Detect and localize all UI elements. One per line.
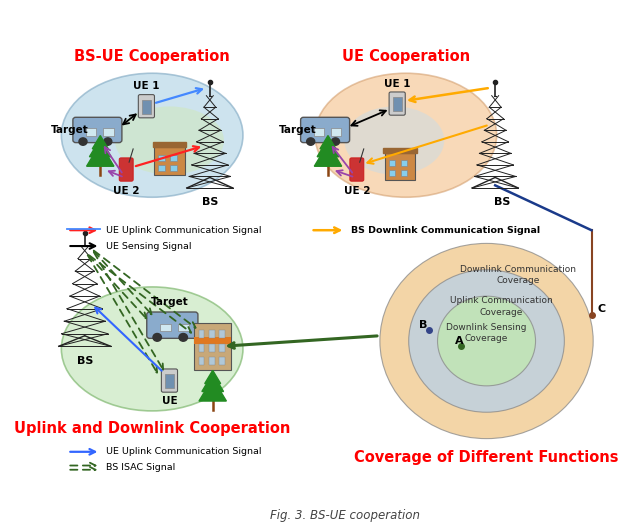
Bar (220, 344, 225, 352)
Text: UE: UE (162, 396, 177, 406)
Polygon shape (317, 139, 339, 157)
Text: BS: BS (77, 356, 93, 366)
Bar (198, 344, 204, 352)
Circle shape (332, 138, 340, 145)
Polygon shape (199, 378, 227, 401)
Polygon shape (314, 143, 342, 166)
Text: Target: Target (150, 297, 188, 307)
Ellipse shape (61, 287, 243, 411)
Text: UE Sensing Signal: UE Sensing Signal (106, 242, 191, 251)
Polygon shape (320, 135, 336, 149)
Polygon shape (153, 142, 186, 147)
FancyBboxPatch shape (147, 312, 198, 339)
Text: Uplink and Downlink Cooperation: Uplink and Downlink Cooperation (14, 422, 291, 436)
Bar (198, 331, 204, 339)
Bar (220, 357, 225, 365)
Circle shape (438, 296, 536, 386)
Bar (158, 165, 165, 171)
Bar (86, 129, 96, 136)
FancyBboxPatch shape (154, 147, 184, 175)
Text: UE 2: UE 2 (344, 186, 370, 196)
FancyBboxPatch shape (138, 95, 154, 118)
Circle shape (179, 333, 188, 341)
Bar (401, 170, 408, 176)
Bar (331, 129, 341, 136)
Circle shape (153, 333, 161, 341)
Bar (220, 331, 225, 339)
Ellipse shape (61, 73, 243, 197)
Text: BS Downlink Communication Signal: BS Downlink Communication Signal (351, 226, 540, 235)
Circle shape (380, 243, 593, 439)
Bar (170, 155, 177, 161)
Bar (314, 129, 324, 136)
Text: Downlink Sensing
Coverage: Downlink Sensing Coverage (446, 323, 527, 343)
FancyBboxPatch shape (301, 117, 349, 143)
Bar (170, 165, 177, 171)
Bar (209, 357, 214, 365)
Bar (158, 155, 165, 161)
Polygon shape (202, 373, 223, 391)
Text: BS-UE Cooperation: BS-UE Cooperation (74, 49, 230, 63)
Circle shape (409, 270, 564, 412)
FancyBboxPatch shape (119, 158, 133, 181)
Polygon shape (383, 148, 417, 152)
Bar (179, 324, 189, 331)
Text: UE 1: UE 1 (384, 79, 410, 89)
Text: UE Cooperation: UE Cooperation (342, 49, 470, 63)
Text: Fig. 3. BS-UE cooperation: Fig. 3. BS-UE cooperation (270, 509, 420, 522)
Text: BS: BS (202, 197, 218, 207)
Text: Coverage of Different Functions: Coverage of Different Functions (355, 450, 619, 465)
Text: Target: Target (279, 125, 317, 135)
Polygon shape (86, 143, 114, 166)
Bar (165, 374, 174, 388)
Bar (401, 160, 408, 166)
Ellipse shape (115, 106, 224, 175)
Text: Uplink Communication
Coverage: Uplink Communication Coverage (449, 296, 552, 317)
Text: C: C (598, 304, 606, 314)
Bar (392, 97, 402, 111)
Text: UE 1: UE 1 (133, 81, 159, 92)
FancyBboxPatch shape (73, 117, 122, 143)
Text: UE 2: UE 2 (113, 186, 140, 196)
Bar (160, 324, 171, 331)
FancyBboxPatch shape (389, 92, 405, 115)
Bar (103, 129, 113, 136)
Text: UE Uplink Communication Signal: UE Uplink Communication Signal (106, 226, 262, 235)
Bar (142, 100, 151, 114)
Text: BS ISAC Signal: BS ISAC Signal (106, 463, 175, 472)
Bar (389, 160, 396, 166)
Bar (198, 357, 204, 365)
Ellipse shape (315, 73, 497, 197)
Text: A: A (455, 335, 463, 345)
Bar (194, 337, 232, 344)
Bar (209, 331, 214, 339)
Text: B: B (419, 320, 427, 330)
FancyBboxPatch shape (161, 369, 177, 392)
FancyBboxPatch shape (385, 152, 415, 180)
Circle shape (307, 138, 315, 145)
Polygon shape (205, 370, 221, 384)
FancyBboxPatch shape (350, 158, 364, 181)
Ellipse shape (344, 106, 444, 175)
Circle shape (104, 138, 112, 145)
Bar (389, 170, 396, 176)
Text: Downlink Communication
Coverage: Downlink Communication Coverage (460, 264, 576, 286)
Circle shape (79, 138, 87, 145)
FancyBboxPatch shape (194, 323, 232, 370)
Polygon shape (90, 139, 111, 157)
Text: BS: BS (494, 197, 510, 207)
Polygon shape (92, 135, 108, 149)
Text: UE Uplink Communication Signal: UE Uplink Communication Signal (106, 448, 262, 457)
Text: Target: Target (51, 125, 88, 135)
Bar (209, 344, 214, 352)
